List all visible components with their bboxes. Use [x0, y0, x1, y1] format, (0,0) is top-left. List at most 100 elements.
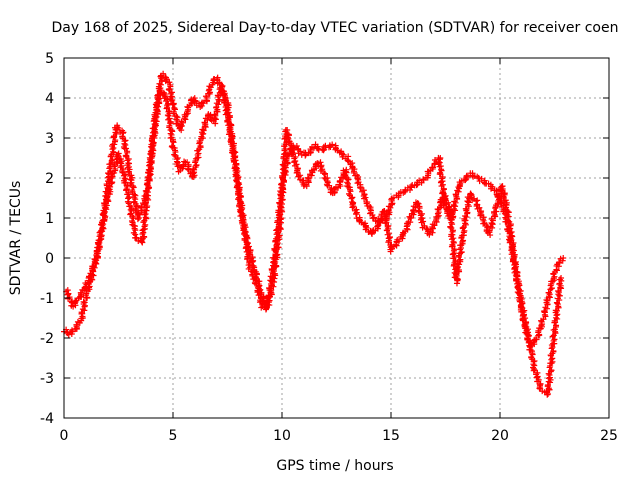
- data-point: [533, 336, 540, 343]
- data-point: [492, 205, 499, 212]
- data-point: [431, 222, 438, 229]
- data-point: [450, 238, 457, 245]
- data-point: [386, 237, 393, 244]
- data-point: [155, 85, 162, 92]
- data-point: [545, 391, 552, 398]
- data-point: [511, 264, 518, 271]
- data-point: [362, 194, 369, 201]
- data-point: [544, 383, 551, 390]
- data-point: [464, 173, 471, 180]
- data-point: [508, 236, 515, 243]
- data-point: [369, 228, 376, 235]
- data-point: [201, 119, 208, 126]
- data-point: [438, 202, 445, 209]
- data-point: [476, 204, 483, 211]
- data-point: [276, 218, 283, 225]
- data-point: [429, 164, 436, 171]
- data-point: [229, 132, 236, 139]
- data-point: [500, 193, 507, 200]
- data-point: [277, 224, 284, 231]
- data-point: [347, 186, 354, 193]
- data-point: [420, 218, 427, 225]
- data-point: [468, 192, 475, 199]
- data-point: [319, 166, 326, 173]
- data-point: [507, 221, 514, 228]
- data-point: [387, 204, 394, 211]
- data-point: [179, 119, 186, 126]
- chart-title: Day 168 of 2025, Sidereal Day-to-day VTE…: [52, 20, 619, 36]
- data-point: [370, 214, 377, 221]
- y-tick-label: 2: [45, 171, 54, 187]
- y-tick-label: -3: [40, 371, 54, 387]
- y-tick-label: 3: [45, 131, 54, 147]
- data-point: [535, 329, 542, 336]
- data-point: [510, 247, 517, 254]
- data-point: [503, 204, 510, 211]
- data-point: [252, 273, 259, 280]
- data-point: [414, 181, 421, 188]
- data-point: [505, 218, 512, 225]
- data-point: [386, 234, 393, 241]
- data-point: [122, 179, 129, 186]
- data-point: [276, 233, 283, 240]
- data-point: [212, 112, 219, 119]
- data-point: [453, 272, 460, 279]
- data-point: [114, 126, 121, 133]
- data-point: [153, 118, 160, 125]
- data-point: [534, 373, 541, 380]
- data-point: [207, 114, 214, 121]
- data-point: [232, 160, 239, 167]
- data-point: [556, 259, 563, 266]
- data-point: [200, 127, 207, 134]
- data-point: [99, 225, 106, 232]
- data-point: [101, 201, 108, 208]
- data-point: [357, 185, 364, 192]
- data-point: [111, 138, 118, 145]
- y-tick-label: -1: [40, 291, 54, 307]
- data-point: [246, 251, 253, 258]
- data-point: [165, 100, 172, 107]
- data-point: [487, 232, 494, 239]
- data-point: [170, 138, 177, 145]
- x-tick-label: 5: [169, 428, 178, 444]
- data-point: [134, 202, 141, 209]
- y-tick-label: 1: [45, 211, 54, 227]
- data-point: [66, 294, 73, 301]
- data-point: [287, 145, 294, 152]
- data-point: [181, 158, 188, 165]
- data-point: [77, 291, 84, 298]
- data-point: [457, 180, 464, 187]
- data-point: [171, 106, 178, 113]
- data-point: [440, 189, 447, 196]
- data-point: [314, 145, 321, 152]
- data-point: [227, 135, 234, 142]
- data-point: [524, 335, 531, 342]
- x-tick-label: 0: [60, 428, 69, 444]
- data-point: [168, 143, 175, 150]
- data-point: [225, 116, 232, 123]
- data-point: [125, 168, 132, 175]
- data-point: [280, 155, 287, 162]
- data-point: [294, 169, 301, 176]
- data-point: [293, 161, 300, 168]
- data-point: [464, 210, 471, 217]
- data-point: [295, 173, 302, 180]
- data-point: [108, 157, 115, 164]
- data-point: [505, 213, 512, 220]
- data-point: [163, 76, 170, 83]
- data-point: [463, 172, 470, 179]
- data-point: [115, 152, 122, 159]
- data-point: [166, 79, 173, 86]
- y-axis-label: SDTVAR / TECUs: [8, 181, 24, 296]
- data-points: [61, 70, 567, 398]
- data-point: [531, 367, 538, 374]
- data-point: [125, 198, 132, 205]
- data-point: [517, 295, 524, 302]
- data-point: [473, 198, 480, 205]
- data-point: [154, 96, 161, 103]
- data-point: [549, 333, 556, 340]
- data-point: [560, 255, 567, 261]
- data-point: [395, 238, 402, 245]
- data-point: [83, 281, 90, 288]
